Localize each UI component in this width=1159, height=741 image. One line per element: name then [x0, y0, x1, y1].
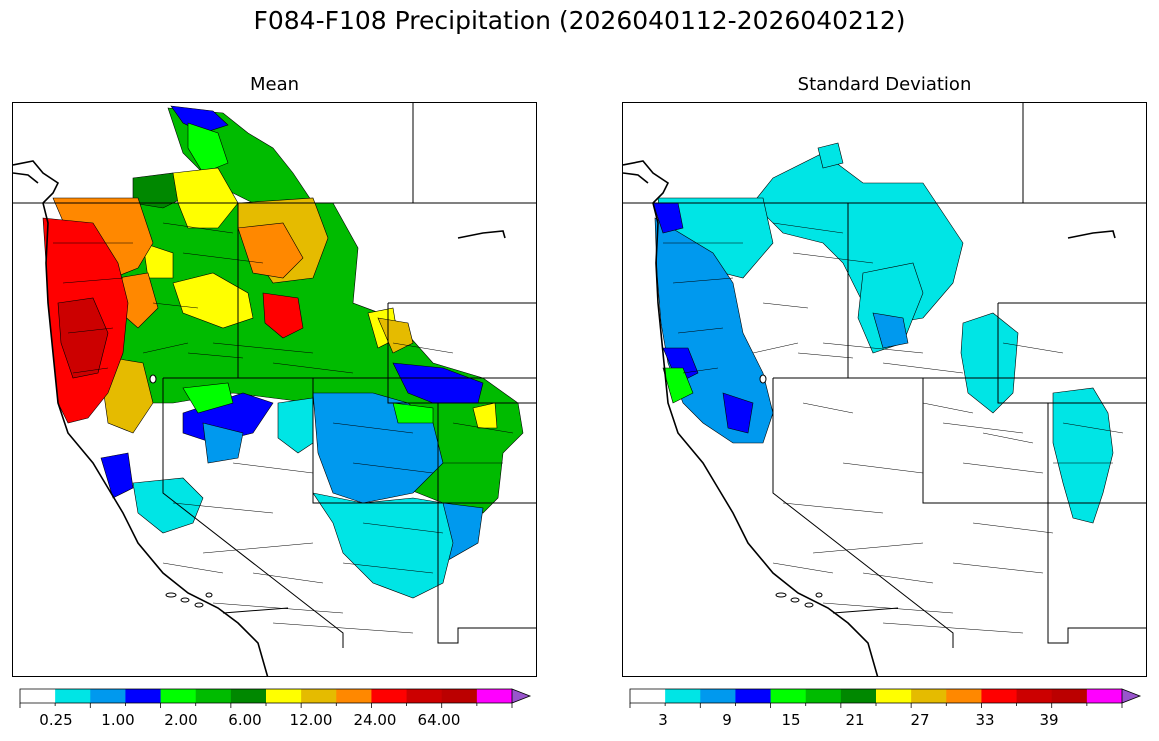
mean-fill-lime-1	[182, 382, 234, 414]
stddev-colorbar-svg	[629, 688, 1142, 708]
mean-fill-yellow-4	[142, 242, 174, 279]
stddev-fill-cyan-colorado	[960, 312, 1019, 414]
stddev-colorbar-extend-arrow	[1121, 688, 1142, 704]
mean-colorbar-tick-label: 6.00	[228, 711, 262, 729]
stddev-map	[623, 103, 1146, 676]
stddev-colorbar-segment	[946, 689, 982, 703]
mean-map	[13, 103, 536, 676]
mean-fill-cyan-1	[312, 492, 454, 599]
mean-state-borders	[13, 103, 536, 648]
mean-map-panel	[12, 102, 537, 677]
mean-colorbar-tick-label: 12.00	[289, 711, 333, 729]
stddev-colorbar-tick-label: 3	[658, 711, 668, 729]
stddev-colorbar-segment	[735, 689, 772, 703]
stddev-colorbar-segment	[840, 689, 877, 703]
mean-colorbar-segment	[266, 689, 302, 703]
stddev-colorbar-segment	[630, 689, 666, 703]
stddev-map-panel	[622, 102, 1147, 677]
stddev-colorbar	[629, 688, 1142, 708]
mean-colorbar-tick-label: 24.00	[353, 711, 397, 729]
stddev-colorbar-tick-label: 27	[910, 711, 930, 729]
mean-fill-yellow-2	[172, 272, 254, 329]
mean-colorbar-segment	[230, 689, 267, 703]
mean-fill-canada-blue	[170, 105, 229, 134]
mean-fill-red-inland	[262, 292, 304, 339]
mean-fill-cyan-2	[277, 397, 314, 454]
stddev-colorbar-tick-label: 33	[975, 711, 995, 729]
stddev-fills	[652, 142, 1114, 524]
stddev-colorbar-segment	[911, 689, 947, 703]
mean-fill-nor-cal-blue	[100, 452, 134, 499]
stddev-islands	[759, 374, 823, 608]
stddev-colorbar-segment	[1051, 689, 1088, 703]
figure-title: F084-F108 Precipitation (2026040112-2026…	[253, 6, 906, 35]
stddev-fill-cyan-north	[752, 152, 964, 324]
stddev-fill-blue-ca2	[722, 392, 754, 434]
mean-coastline	[13, 160, 506, 676]
mean-colorbar-tick-label: 1.00	[101, 711, 135, 729]
mean-colorbar-segment	[476, 689, 513, 703]
mean-colorbar-segment	[195, 689, 232, 703]
mean-colorbar-segment	[125, 689, 162, 703]
mean-fill-cyan-3	[132, 477, 204, 534]
stddev-state-borders	[623, 103, 1146, 648]
mean-colorbar-segment	[55, 689, 91, 703]
stddev-colorbar-segment	[805, 689, 842, 703]
mean-panel-title: Mean	[249, 74, 300, 95]
stddev-colorbar-segment	[876, 689, 912, 703]
mean-colorbar-segment	[20, 689, 56, 703]
stddev-colorbar-segment	[770, 689, 807, 703]
mean-fill-orange-2	[237, 222, 304, 279]
mean-colorbar-segment	[301, 689, 337, 703]
mean-precip-fills	[42, 105, 524, 599]
stddev-colorbar-segment	[1086, 689, 1123, 703]
stddev-colorbar-segment	[700, 689, 736, 703]
mean-basin-lines	[53, 222, 514, 634]
stddev-colorbar-tick-label: 15	[781, 711, 801, 729]
mean-colorbar-svg	[19, 688, 532, 708]
mean-colorbar-segment	[406, 689, 443, 703]
stddev-colorbar-segment	[665, 689, 701, 703]
stddev-colorbar-tick-label: 21	[845, 711, 865, 729]
mean-colorbar-segment	[336, 689, 372, 703]
mean-fill-yellow-5	[472, 402, 498, 429]
stddev-fill-sky-idaho	[872, 312, 909, 349]
mean-fill-darkred	[57, 297, 109, 379]
stddev-coastline	[623, 160, 1116, 676]
mean-colorbar	[19, 688, 532, 708]
stddev-fill-lime-ca	[662, 367, 694, 404]
stddev-colorbar-tick-label: 39	[1039, 711, 1059, 729]
mean-fill-lime-2	[392, 402, 434, 424]
mean-fill-sky-3	[202, 422, 244, 464]
mean-colorbar-segment	[371, 689, 408, 703]
mean-colorbar-segment	[441, 689, 478, 703]
mean-colorbar-segment	[90, 689, 126, 703]
stddev-fill-cyan-canada	[817, 142, 844, 169]
mean-colorbar-extend-arrow	[511, 688, 532, 704]
stddev-basin-lines	[663, 222, 1124, 634]
mean-colorbar-segment	[160, 689, 197, 703]
stddev-colorbar-tick-label: 9	[722, 711, 732, 729]
mean-islands	[149, 374, 213, 608]
stddev-panel-title: Standard Deviation	[797, 74, 972, 95]
mean-colorbar-tick-label: 0.25	[39, 711, 73, 729]
stddev-colorbar-segment	[1016, 689, 1053, 703]
mean-colorbar-tick-label: 2.00	[164, 711, 198, 729]
stddev-colorbar-segment	[981, 689, 1018, 703]
mean-colorbar-tick-label: 64.00	[417, 711, 461, 729]
